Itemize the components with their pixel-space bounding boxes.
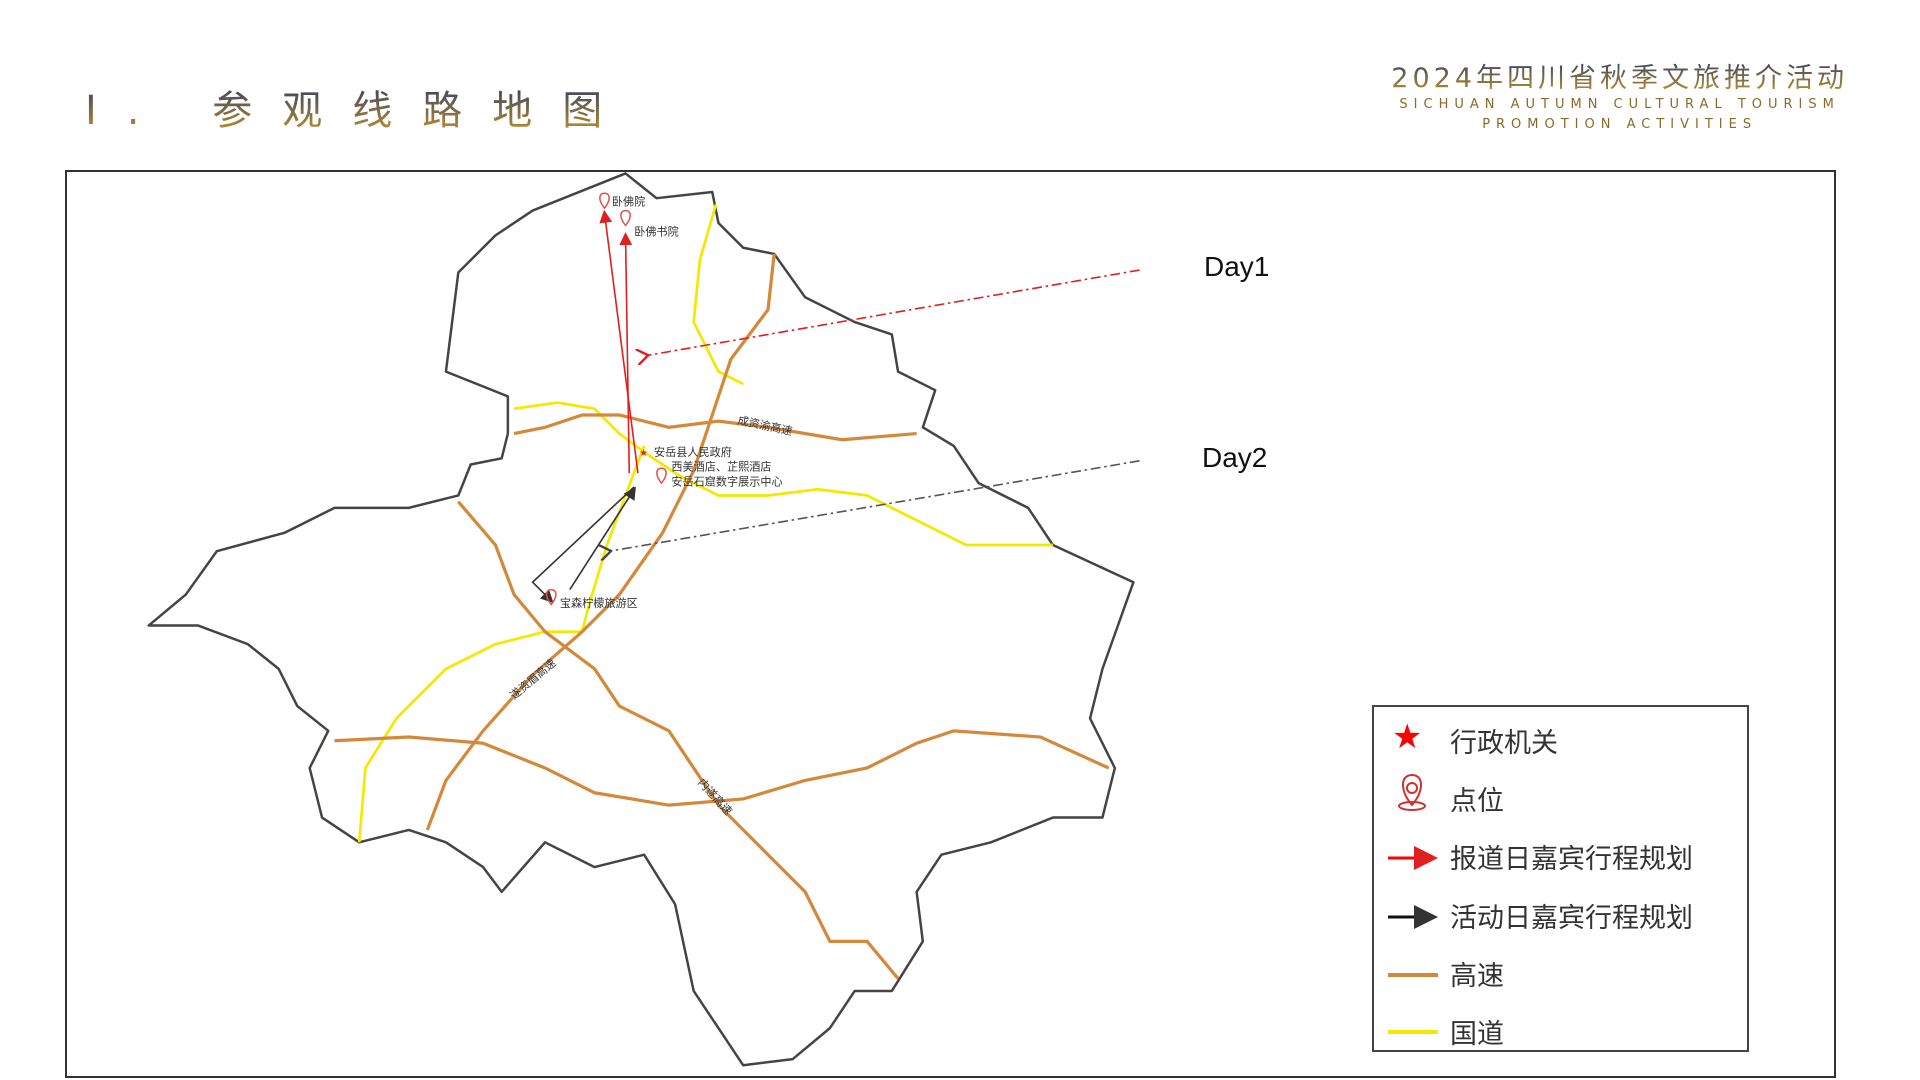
map-frame <box>65 170 1836 1078</box>
brand-title-cn: 2024年四川省秋季文旅推介活动 <box>1391 56 1848 95</box>
highway-label: 遂资眉高速 <box>507 656 559 702</box>
legend-label: 点位 <box>1450 786 1504 817</box>
day2-label: Day2 <box>1202 442 1267 473</box>
place-label: 卧佛书院 <box>634 224 679 238</box>
star-icon: ★ <box>1392 717 1422 757</box>
highway <box>425 253 776 831</box>
day2-pointer <box>609 460 1140 551</box>
legend-label: 高速 <box>1450 961 1504 992</box>
brand-title-en-2: PROMOTION ACTIVITIES <box>1482 117 1758 132</box>
brand-logo: 2024年四川省秋季文旅推介活动 SICHUAN AUTUMN CULTURAL… <box>1391 56 1848 135</box>
highway-label: 内遂高速 <box>695 775 735 817</box>
legend-label: 行政机关 <box>1450 728 1558 759</box>
county-boundary <box>147 172 1135 1067</box>
national-road <box>513 401 1053 547</box>
highway <box>457 500 900 980</box>
day1-pointer <box>647 269 1140 355</box>
national-roads <box>357 204 1053 843</box>
day2-route-arrow <box>531 486 635 604</box>
place-label: 安岳县人民政府 <box>654 445 732 459</box>
legend-label: 活动日嘉宾行程规划 <box>1450 903 1693 934</box>
highways <box>334 253 1110 980</box>
day1-label: Day1 <box>1204 251 1269 282</box>
legend-label: 国道 <box>1450 1019 1504 1050</box>
place-label: 卧佛院 <box>612 195 645 209</box>
day1-route-arrow <box>619 232 633 474</box>
day2-route-arrow <box>569 486 636 591</box>
location-pin-icon <box>545 192 667 606</box>
location-pin-icon <box>1398 773 1426 811</box>
day1-route-arrow <box>599 209 639 474</box>
legend: ★ 行政机关 点位 报道日嘉宾行程规划 活动日嘉宾行程规划 高速 国道 <box>1372 705 1749 1052</box>
highway <box>513 413 917 442</box>
highway <box>334 729 1110 807</box>
place-label: 宝森柠檬旅游区 <box>560 596 638 610</box>
national-road <box>692 204 744 386</box>
star-icon: ★ <box>639 448 648 459</box>
place-label: 西美酒店、芷熙酒店 <box>671 460 771 474</box>
brand-title-en-1: SICHUAN AUTUMN CULTURAL TOURISM <box>1399 97 1840 112</box>
place-label: 安岳石窟数字展示中心 <box>671 475 782 489</box>
legend-label: 报道日嘉宾行程规划 <box>1450 844 1693 875</box>
national-road <box>357 445 646 843</box>
highway-label: 成资渝高速 <box>736 413 793 438</box>
